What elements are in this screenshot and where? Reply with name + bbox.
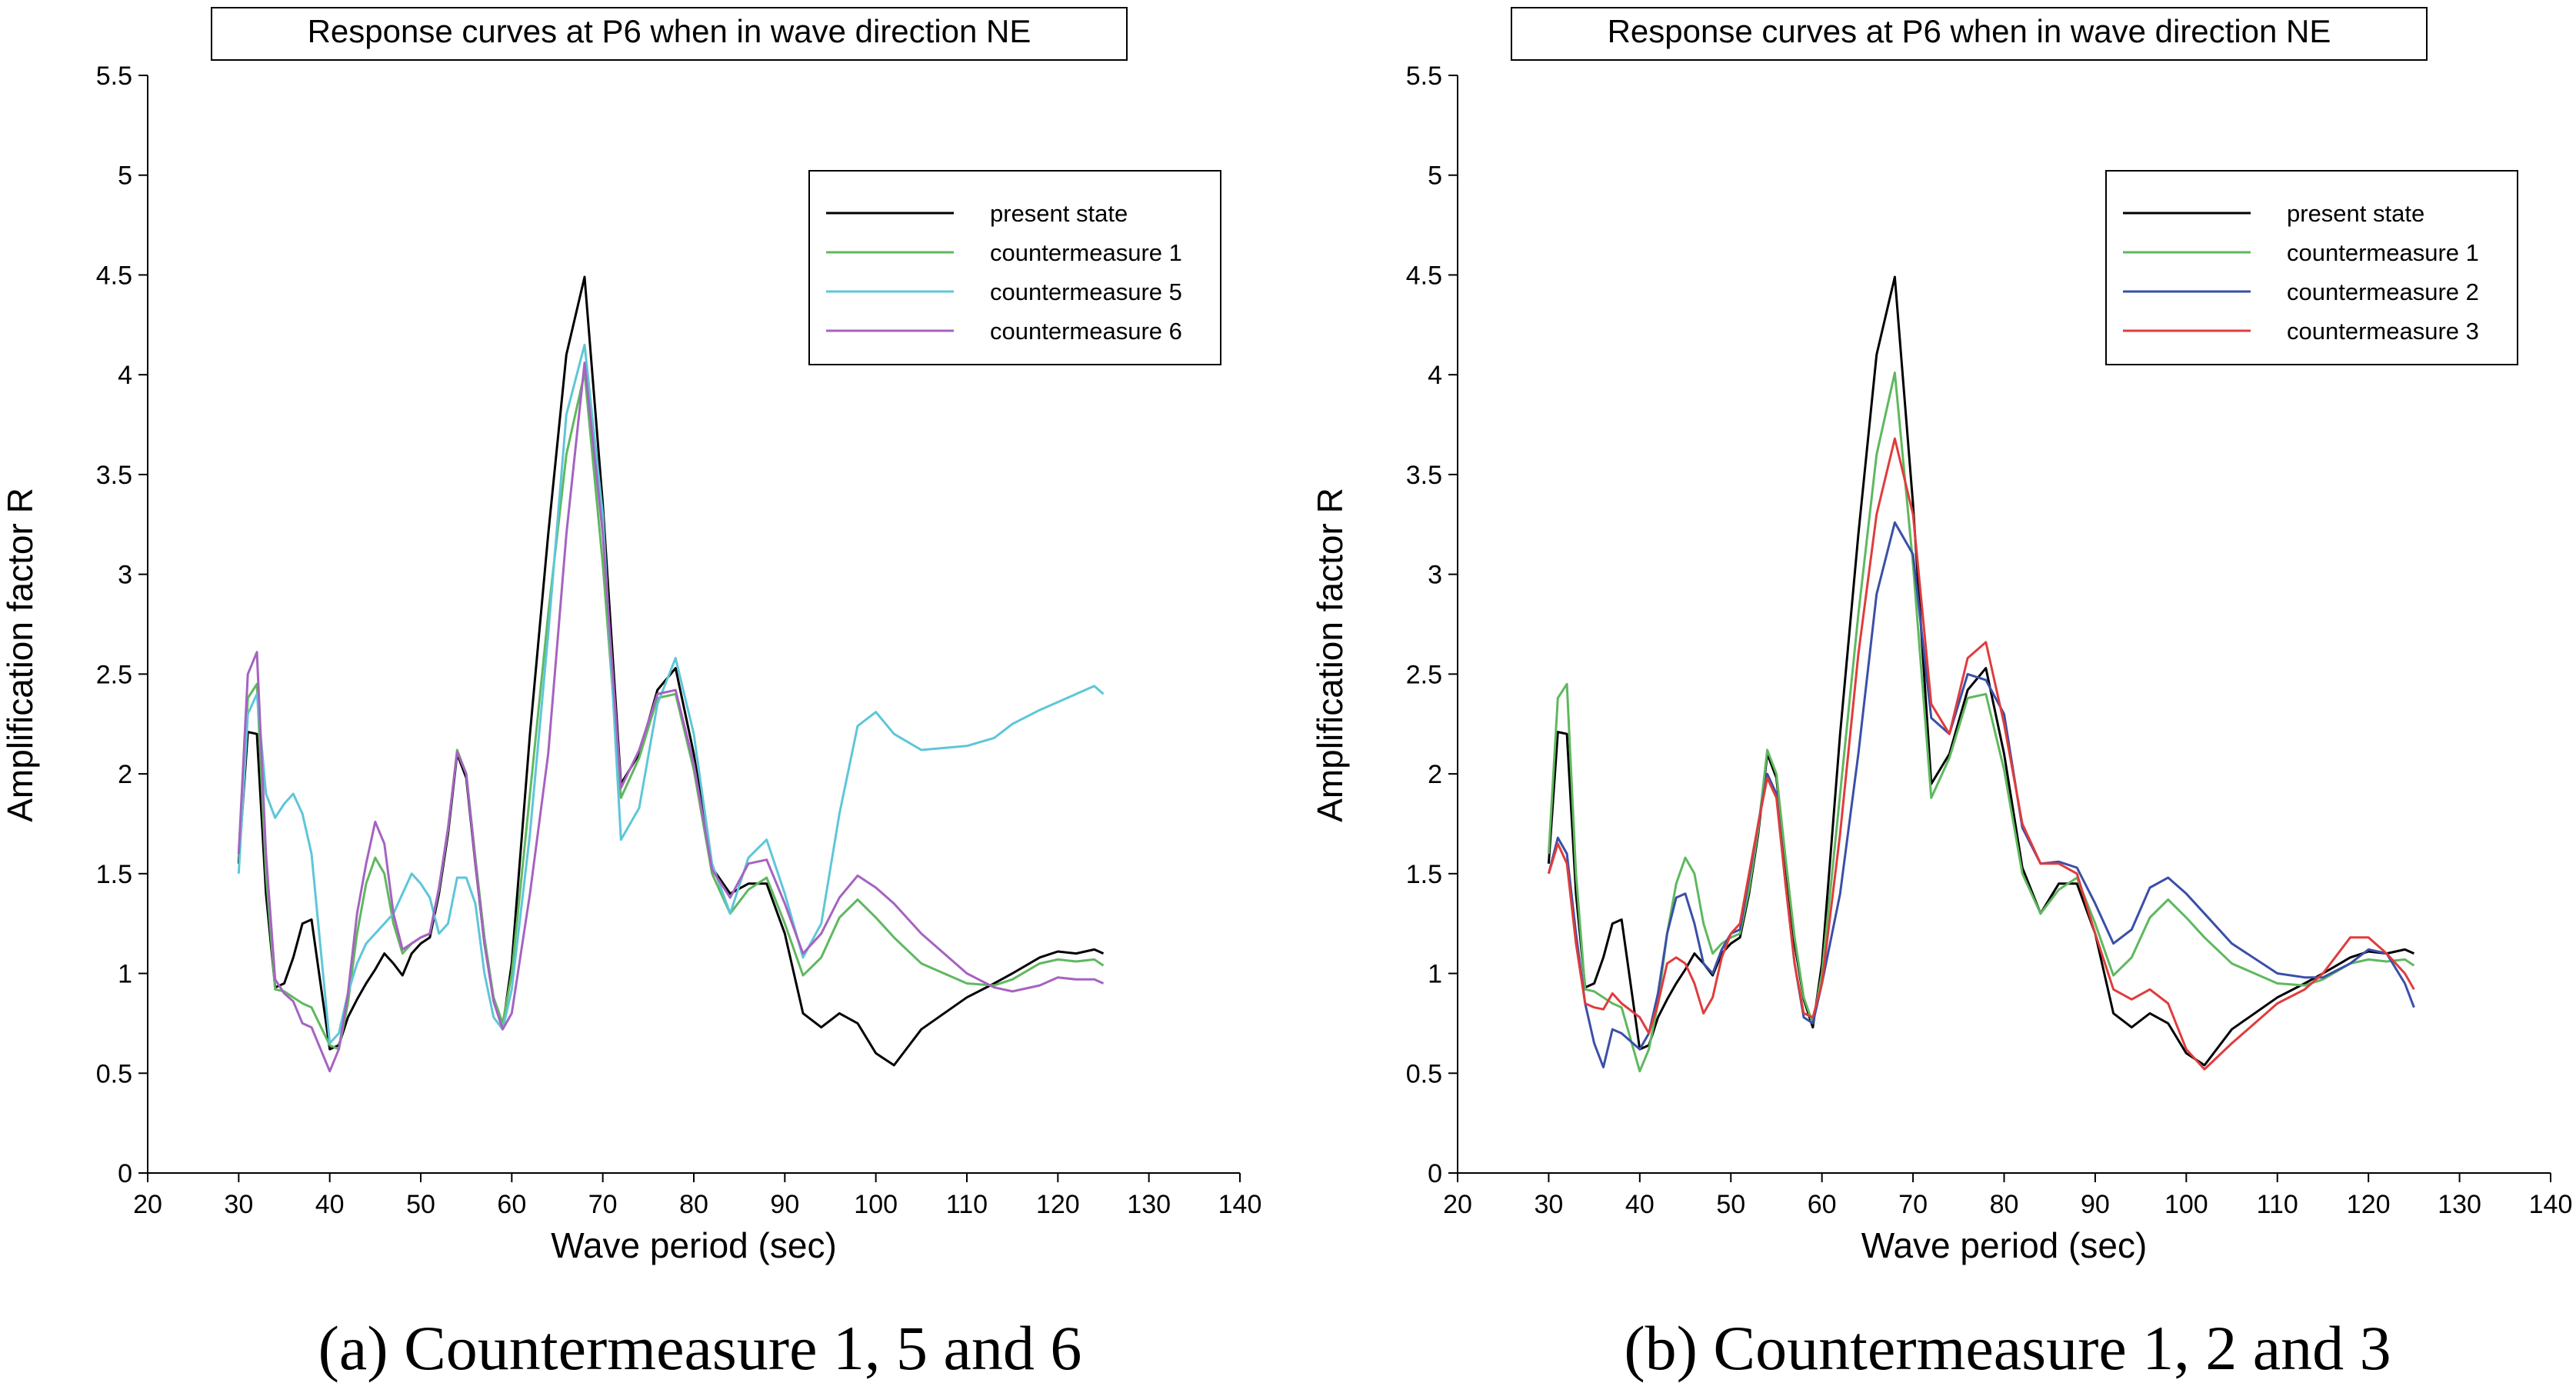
y-tick-label: 5 (1428, 162, 1442, 191)
x-tick-label: 60 (1808, 1190, 1837, 1219)
legend-entry: countermeasure 3 (2287, 318, 2479, 345)
x-tick-label: 90 (770, 1190, 799, 1219)
y-tick-label: 2 (1428, 760, 1442, 789)
y-tick-label: 4.5 (1406, 261, 1442, 290)
legend-entry: present state (990, 200, 1128, 227)
x-tick-label: 40 (1625, 1190, 1655, 1219)
x-tick-label: 60 (497, 1190, 526, 1219)
y-tick-label: 1.5 (1406, 860, 1442, 889)
legend-entry: countermeasure 1 (2287, 239, 2479, 266)
chart-title-frame (1511, 7, 2428, 61)
x-tick-label: 140 (1218, 1190, 1262, 1219)
y-tick-label: 5.5 (1406, 62, 1442, 91)
x-tick-label: 20 (1443, 1190, 1472, 1219)
x-tick-label: 30 (1535, 1190, 1564, 1219)
y-tick-label: 1 (1428, 960, 1442, 989)
x-tick-label: 50 (1716, 1190, 1745, 1219)
x-axis-label: Wave period (sec) (1861, 1225, 2148, 1265)
legend-entry: countermeasure 1 (990, 239, 1182, 266)
series-line-countermeasure-3 (1547, 437, 2415, 1071)
series-line-countermeasure-1 (237, 372, 1105, 1051)
y-tick-label: 0 (1428, 1159, 1442, 1188)
x-tick-label: 70 (588, 1190, 618, 1219)
legend: present state countermeasure 1 countermeas… (808, 170, 1221, 365)
chart-title: Response curves at P6 when in wave direc… (1608, 13, 2331, 49)
chart-title-box: Response curves at P6 when in wave direc… (1511, 7, 2428, 61)
x-tick-label: 20 (133, 1190, 162, 1219)
chart-title-box: Response curves at P6 when in wave direc… (211, 7, 1128, 61)
x-tick-label: 90 (2081, 1190, 2110, 1219)
y-tick-label: 2.5 (1406, 660, 1442, 689)
legend: present state countermeasure 1 countermeas… (2105, 170, 2518, 365)
chart-title: Response curves at P6 when in wave direc… (308, 13, 1031, 49)
x-tick-label: 110 (946, 1190, 988, 1219)
y-tick-label: 2.5 (96, 660, 132, 689)
series-line-present-state (1547, 275, 2415, 1067)
y-tick-label: 1.5 (96, 860, 132, 889)
y-tick-label: 4 (1428, 361, 1442, 390)
x-tick-label: 30 (224, 1190, 253, 1219)
legend-entry: present state (2287, 200, 2424, 227)
y-tick-label: 2 (118, 760, 132, 789)
y-tick-label: 3 (118, 561, 132, 590)
x-tick-label: 100 (854, 1190, 898, 1219)
x-tick-label: 120 (2347, 1190, 2391, 1219)
x-tick-label: 40 (315, 1190, 345, 1219)
y-axis-label: Amplification factor R (1310, 488, 1350, 822)
y-tick-label: 5 (118, 162, 132, 191)
y-tick-label: 0.5 (96, 1059, 132, 1088)
x-tick-label: 120 (1036, 1190, 1080, 1219)
y-axis-label: Amplification factor R (0, 488, 40, 822)
x-tick-label: 130 (1127, 1190, 1171, 1219)
x-tick-label: 50 (406, 1190, 435, 1219)
figure-caption: (b) Countermeasure 1, 2 and 3 (1624, 1313, 2391, 1383)
legend-entry: countermeasure 2 (2287, 278, 2479, 305)
y-tick-label: 3.5 (1406, 461, 1442, 490)
chart-panel-b: 0 0.5 1 1.5 2 2.5 3 3.5 4 4.5 5 5.5 20 30 40 50 60 70 80 90… (1310, 7, 2573, 1383)
y-tick-label: 0 (118, 1159, 132, 1188)
chart-panel-a: 0 0.5 1 1.5 2 2.5 3 3.5 4 4.5 5 5.5 20 30 40 50 60 70 80 90… (0, 7, 1262, 1383)
x-tick-label: 70 (1898, 1190, 1928, 1219)
series-line-countermeasure-6 (237, 362, 1105, 1073)
x-tick-label: 140 (2529, 1190, 2573, 1219)
figure-caption: (a) Countermeasure 1, 5 and 6 (318, 1313, 1082, 1383)
legend-entry: countermeasure 6 (990, 318, 1182, 345)
x-tick-label: 80 (679, 1190, 708, 1219)
y-tick-label: 0.5 (1406, 1059, 1442, 1088)
series-line-countermeasure-1 (1547, 372, 2415, 1073)
y-tick-label: 4 (118, 361, 132, 390)
y-tick-label: 1 (118, 960, 132, 989)
x-tick-label: 130 (2438, 1190, 2481, 1219)
series-line-countermeasure-2 (1547, 521, 2415, 1068)
y-tick-label: 5.5 (96, 62, 132, 91)
y-tick-label: 3 (1428, 561, 1442, 590)
chart-title-frame (211, 7, 1128, 61)
legend-frame (2105, 170, 2518, 365)
y-tick-label: 4.5 (96, 261, 132, 290)
x-tick-label: 100 (2164, 1190, 2208, 1219)
legend-entry: countermeasure 5 (990, 278, 1182, 305)
series-line-present-state (237, 275, 1105, 1067)
legend-frame (808, 170, 1221, 365)
x-tick-label: 110 (2257, 1190, 2298, 1219)
x-axis-label: Wave period (sec) (551, 1225, 837, 1265)
x-tick-label: 80 (1990, 1190, 2019, 1219)
series-line-countermeasure-5 (237, 343, 1105, 1045)
y-tick-label: 3.5 (96, 461, 132, 490)
